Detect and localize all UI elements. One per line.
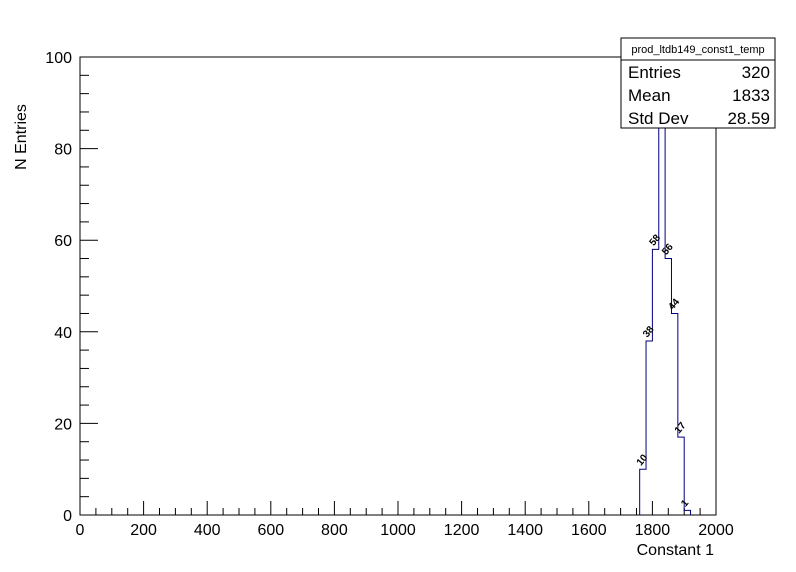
y-tick-label: 0: [63, 508, 72, 525]
x-tick-label: 1000: [380, 522, 416, 539]
bin-value-label: 38: [641, 324, 657, 340]
x-tick-label: 600: [257, 522, 284, 539]
x-tick-label: 1400: [507, 522, 543, 539]
x-tick-label: 800: [321, 522, 348, 539]
bin-value-label: 17: [673, 420, 689, 436]
x-tick-label: 400: [194, 522, 221, 539]
x-tick-label: 2000: [698, 522, 734, 539]
x-axis: 0 200 400 600 800 1000 1200 1400 1600 1800 2000: [76, 501, 734, 539]
stats-box-title: prod_ltdb149_const1_temp: [631, 44, 764, 56]
bin-value-label: 44: [667, 296, 683, 312]
stats-box-frame: [620, 37, 776, 129]
x-tick-label: 0: [76, 522, 85, 539]
x-tick-label: 1200: [444, 522, 480, 539]
y-tick-label: 100: [45, 50, 72, 67]
x-tick-label: 1800: [635, 522, 671, 539]
stats-stddev-label: Std Dev: [628, 109, 689, 128]
histogram-outline: [639, 74, 692, 515]
bin-value-label: 10: [635, 452, 651, 468]
y-tick-label: 40: [54, 325, 72, 342]
bin-value-label: 56: [660, 242, 676, 258]
y-tick-label: 80: [54, 142, 72, 159]
stats-entries-value: 320: [742, 63, 770, 82]
x-tick-label: 1600: [571, 522, 607, 539]
stats-mean-value: 1833: [732, 86, 770, 105]
bin-value-label: 58: [647, 232, 663, 248]
stats-stddev-value: 28.59: [727, 109, 770, 128]
y-tick-label: 20: [54, 416, 72, 433]
x-axis-title: Constant 1: [637, 542, 714, 559]
stats-box: prod_ltdb149_const1_temp Entries 320 Mea…: [620, 37, 776, 129]
x-tick-label: 200: [130, 522, 157, 539]
y-axis-title: N Entries: [13, 104, 30, 170]
y-tick-label: 60: [54, 233, 72, 250]
stats-mean-label: Mean: [628, 86, 671, 105]
y-axis: 0 20 40 60 80 100: [45, 50, 98, 525]
stats-entries-label: Entries: [628, 63, 681, 82]
bin-value-label: 1: [679, 498, 691, 510]
